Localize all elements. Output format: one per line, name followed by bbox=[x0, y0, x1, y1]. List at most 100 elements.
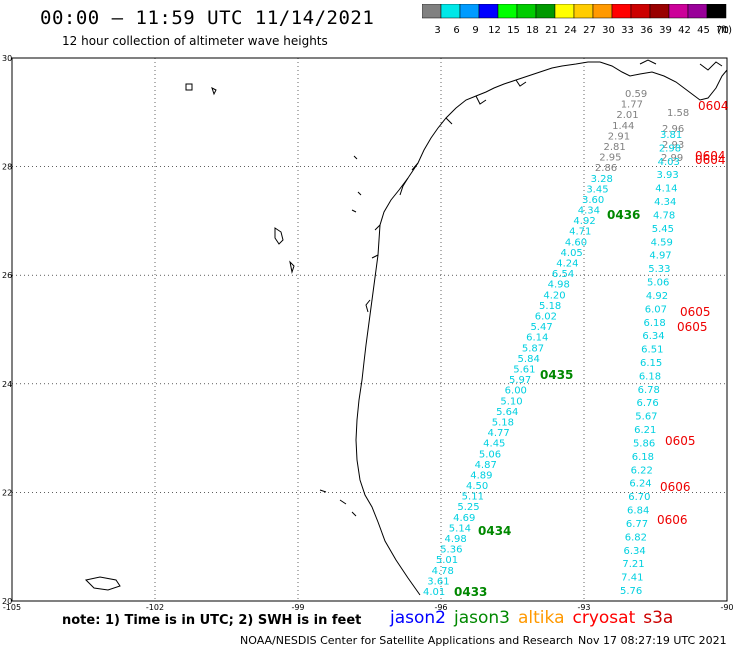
swh-value-west: 5.47 bbox=[530, 322, 552, 333]
swh-value-west: 5.14 bbox=[449, 523, 471, 534]
footer-note: note: 1) Time is in UTC; 2) SWH is in fe… bbox=[62, 613, 362, 628]
lat-label: 30 bbox=[2, 54, 12, 63]
lon-label: -90 bbox=[720, 603, 733, 612]
swh-value-west: 5.87 bbox=[522, 343, 544, 354]
swh-value-east: 6.34 bbox=[624, 546, 646, 557]
delta-coast bbox=[639, 59, 723, 71]
swh-value-east: 6.70 bbox=[628, 492, 650, 503]
time-label-east: 0606 bbox=[657, 513, 688, 527]
legend-label: 3 bbox=[434, 25, 440, 36]
time-label-west: 0435 bbox=[540, 368, 573, 382]
swh-value-east: 4.59 bbox=[651, 237, 673, 248]
swh-value-west: 4.69 bbox=[453, 513, 475, 524]
legend-label: 18 bbox=[526, 25, 539, 36]
swh-value-east: 6.78 bbox=[638, 385, 660, 396]
swh-value-west: 5.61 bbox=[513, 364, 535, 375]
lat-label: 28 bbox=[2, 163, 12, 172]
swh-value-west: 3.61 bbox=[427, 576, 449, 587]
swh-value-west: 5.11 bbox=[462, 492, 484, 503]
legend-unit: (ft) bbox=[717, 25, 732, 36]
lon-label: -96 bbox=[434, 603, 447, 612]
coastline bbox=[84, 59, 728, 596]
swh-value-east: 4.34 bbox=[654, 197, 676, 208]
swh-value-west: 1.44 bbox=[612, 121, 634, 132]
legend-label: 6 bbox=[453, 25, 459, 36]
swh-value-east: 6.24 bbox=[629, 479, 651, 490]
axis-labels: 30 28 26 24 22 20-105 -102 -99 -96 -93 -90 bbox=[2, 54, 734, 612]
swh-value-west: 5.25 bbox=[457, 502, 479, 513]
swh-value-east: 6.34 bbox=[642, 331, 664, 342]
swh-value-west: 4.01 bbox=[423, 587, 445, 598]
swh-value-east: 6.82 bbox=[625, 532, 647, 543]
time-label-west: 0434 bbox=[478, 524, 511, 538]
swh-value-west: 2.91 bbox=[608, 131, 630, 142]
swh-value-east: 2.93 bbox=[662, 140, 684, 151]
generation-timestamp: Nov 17 08:27:19 UTC 2021 bbox=[578, 634, 727, 647]
swh-value-west: 3.28 bbox=[591, 174, 613, 185]
legend-label: 33 bbox=[621, 25, 634, 36]
satellite-s3a: s3a bbox=[643, 608, 674, 628]
swh-value-west: 6.14 bbox=[526, 333, 548, 344]
swh-value-west: 3.60 bbox=[582, 195, 604, 206]
swh-value-west: 4.50 bbox=[466, 481, 488, 492]
wave-height-labels: 0.591.772.011.442.912.812.952.863.283.45… bbox=[423, 89, 729, 599]
swh-value-west: 5.10 bbox=[500, 396, 522, 407]
swh-value-west: 0.59 bbox=[625, 89, 647, 100]
swh-value-west: 5.01 bbox=[436, 555, 458, 566]
satellite-jason2: jason2 bbox=[390, 608, 446, 628]
lat-lon-grid bbox=[12, 58, 727, 601]
swh-value-west: 4.87 bbox=[475, 460, 497, 471]
time-label-east: 0605 bbox=[665, 434, 696, 448]
swh-value-west: 3.45 bbox=[586, 184, 608, 195]
swh-value-east: 2.96 bbox=[662, 124, 684, 135]
time-label-west: 0436 bbox=[607, 208, 640, 222]
satellite-jason3: jason3 bbox=[454, 608, 510, 628]
swh-value-west: 4.60 bbox=[565, 237, 587, 248]
swh-value-east: 5.86 bbox=[633, 438, 655, 449]
swh-value-east: 6.18 bbox=[644, 318, 666, 329]
swh-value-east: 5.67 bbox=[635, 412, 657, 423]
time-label-east: 0606 bbox=[660, 480, 691, 494]
lat-label: 20 bbox=[2, 597, 12, 606]
swh-value-west: 4.05 bbox=[561, 248, 583, 259]
swh-value-east: 5.33 bbox=[648, 264, 670, 275]
time-label-east: 0604 bbox=[695, 153, 726, 167]
swh-value-east: 4.03 bbox=[658, 157, 680, 168]
swh-value-west: 2.86 bbox=[595, 163, 617, 174]
swh-value-east: 5.45 bbox=[652, 224, 674, 235]
legend-label: 45 bbox=[697, 25, 710, 36]
swh-value-east: 7.41 bbox=[621, 573, 643, 584]
map-subtitle: 12 hour collection of altimeter wave hei… bbox=[62, 34, 328, 48]
satellite-cryosat: cryosat bbox=[572, 608, 636, 628]
swh-value-west: 5.06 bbox=[479, 449, 501, 460]
swh-value-west: 2.81 bbox=[604, 142, 626, 153]
swh-value-east: 5.06 bbox=[647, 278, 669, 289]
legend-label: 9 bbox=[472, 25, 478, 36]
satellite-altika: altika bbox=[518, 608, 565, 628]
swh-value-east: 6.84 bbox=[627, 506, 649, 517]
legend-label: 39 bbox=[659, 25, 672, 36]
swh-value-west: 5.97 bbox=[509, 375, 531, 386]
swh-value-west: 1.77 bbox=[621, 100, 643, 111]
time-label-east: 0604 bbox=[698, 99, 729, 113]
credit-line: NOAA/NESDIS Center for Satellite Applica… bbox=[240, 634, 574, 647]
lat-label: 26 bbox=[2, 271, 12, 280]
time-label-west: 0433 bbox=[454, 585, 487, 599]
legend-label: 15 bbox=[507, 25, 520, 36]
legend-label: 12 bbox=[488, 25, 501, 36]
swh-value-west: 6.00 bbox=[505, 386, 527, 397]
swh-value-west: 4.24 bbox=[556, 259, 578, 270]
swh-value-east: 4.97 bbox=[649, 251, 671, 262]
swh-value-west: 5.84 bbox=[518, 354, 540, 365]
swh-value-west: 2.01 bbox=[616, 110, 638, 121]
swh-value-west: 4.20 bbox=[543, 290, 565, 301]
swh-value-east: 7.21 bbox=[622, 559, 644, 570]
time-label-east: 0605 bbox=[677, 320, 708, 334]
swh-value-east: 4.92 bbox=[646, 291, 668, 302]
swh-value-west: 4.77 bbox=[487, 428, 509, 439]
legend-label: 24 bbox=[564, 25, 577, 36]
legend-label: 27 bbox=[583, 25, 596, 36]
legend-label: 70 bbox=[716, 25, 729, 36]
lat-label: 24 bbox=[2, 380, 12, 389]
